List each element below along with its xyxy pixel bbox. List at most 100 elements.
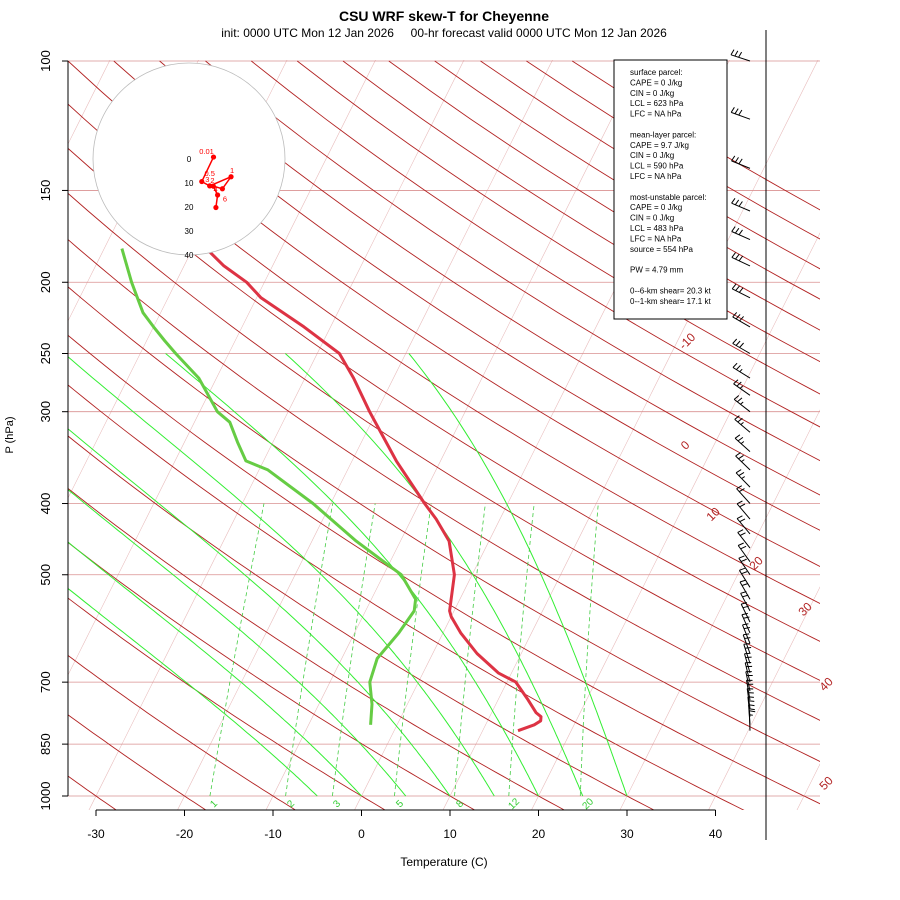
dry-adiabat	[113, 60, 820, 531]
wind-barb	[731, 283, 751, 299]
dry-adiabat	[68, 597, 386, 810]
y-tick-label: 500	[38, 564, 53, 586]
x-tick-label: 30	[620, 827, 634, 841]
hodograph-point	[215, 192, 221, 198]
wind-barb-column	[730, 30, 767, 840]
mixing-ratio-line	[209, 503, 265, 797]
wind-barb	[731, 252, 751, 267]
hodograph-point-label: 6	[223, 194, 227, 203]
wind-barb	[741, 612, 751, 634]
stats-line: most-unstable parcel:	[630, 193, 706, 202]
stats-line: LFC = NA hPa	[630, 110, 682, 119]
y-tick-label: 200	[38, 271, 53, 293]
wind-barb	[744, 662, 753, 683]
isotherm-line	[265, 60, 642, 810]
stats-line: CIN = 0 J/kg	[630, 89, 674, 98]
chart-subtitle: init: 0000 UTC Mon 12 Jan 2026 00-hr for…	[221, 26, 667, 40]
y-tick-label: 100	[38, 50, 53, 72]
isotherm-line	[68, 60, 376, 676]
hodograph-ring-label: 0	[187, 155, 192, 164]
mixing-ratio-label: 2	[285, 798, 297, 810]
y-tick-label: 400	[38, 493, 53, 515]
stats-line: surface parcel:	[630, 68, 682, 77]
moist-adiabat	[68, 541, 362, 797]
isotherm-line	[708, 586, 820, 810]
mixing-ratio-line	[285, 503, 334, 797]
x-tick-label: 40	[709, 827, 723, 841]
y-tick-label: 250	[38, 343, 53, 365]
wind-barb	[736, 485, 751, 504]
wind-barb	[730, 107, 751, 120]
moist-adiabat	[165, 353, 539, 797]
chart-title: CSU WRF skew-T for Cheyenne	[339, 8, 549, 24]
stats-box-frame	[613, 59, 728, 320]
isotherm-label: 50	[816, 773, 836, 793]
y-tick-label: 300	[38, 401, 53, 423]
wind-barb	[744, 652, 752, 674]
hodograph-point	[213, 204, 219, 211]
wind-barb	[739, 579, 751, 600]
y-axis-label: P (hPa)	[4, 416, 16, 453]
wind-barb	[732, 362, 751, 379]
wind-barb	[738, 567, 751, 588]
wind-barb	[730, 49, 751, 62]
stats-line: CIN = 0 J/kg	[630, 214, 674, 223]
stats-line: mean-layer parcel:	[630, 130, 696, 139]
y-tick-label: 150	[38, 180, 53, 202]
wind-barb	[736, 500, 751, 520]
dry-adiabat	[251, 60, 820, 428]
dry-adiabat	[68, 192, 820, 681]
mixing-ratio-label: 1	[208, 798, 220, 810]
stats-line: LCL = 590 hPa	[630, 162, 684, 171]
y-tick-label: 700	[38, 671, 53, 693]
x-tick-label: -20	[176, 827, 194, 841]
wind-barb	[737, 542, 751, 562]
dry-adiabat	[68, 384, 745, 810]
wind-barb	[731, 226, 751, 241]
hodograph-point	[199, 178, 205, 185]
stats-line: PW = 4.79 mm	[630, 266, 683, 275]
hodograph-point-label: 1	[230, 166, 234, 175]
wind-barb	[738, 555, 751, 575]
isotherm-line	[619, 409, 820, 810]
wind-barb	[731, 198, 751, 212]
plot-cover-bottom	[60, 810, 820, 900]
y-tick-label: 850	[38, 733, 53, 755]
wind-barb	[732, 338, 751, 354]
stats-line: CIN = 0 J/kg	[630, 151, 674, 160]
dry-adiabat	[68, 487, 566, 810]
wind-barb	[736, 515, 751, 535]
mixing-ratio-line	[332, 503, 376, 797]
isotherm-line	[796, 763, 820, 810]
isotherm-line	[177, 60, 553, 810]
stats-line: LCL = 623 hPa	[630, 99, 684, 108]
mixing-ratio-lines	[209, 503, 599, 797]
hodograph-point-label: 0.01	[199, 147, 214, 156]
mixing-ratio-line	[508, 503, 535, 797]
hodograph-point-label: 4	[214, 185, 218, 194]
isotherm-line	[88, 60, 465, 810]
mixing-ratio-label: 3	[331, 798, 343, 810]
wind-barb	[733, 379, 751, 396]
stats-line: 0--1-km shear= 17.1 kt	[630, 297, 711, 306]
wind-barb	[737, 529, 751, 549]
moist-adiabat	[408, 353, 628, 797]
dry-adiabat	[68, 147, 820, 642]
isotherm-label: 0	[678, 438, 693, 453]
hodograph-point-label: 2	[210, 176, 214, 185]
hodograph-ring	[92, 62, 286, 256]
wind-barb	[733, 395, 751, 413]
moist-adiabat	[68, 488, 407, 797]
wind-barb	[748, 710, 756, 731]
isotherm-line	[531, 232, 820, 810]
mixing-ratio-line	[394, 503, 432, 797]
dry-adiabat	[68, 541, 476, 810]
hodograph-point	[228, 174, 234, 180]
mixing-ratio-line	[454, 503, 486, 797]
moist-adiabat	[68, 587, 318, 797]
hodograph-ring-label: 40	[185, 251, 194, 260]
dry-adiabat	[68, 714, 207, 810]
stats-line: CAPE = 9.7 J/kg	[630, 141, 689, 150]
x-tick-label: 10	[443, 827, 457, 841]
